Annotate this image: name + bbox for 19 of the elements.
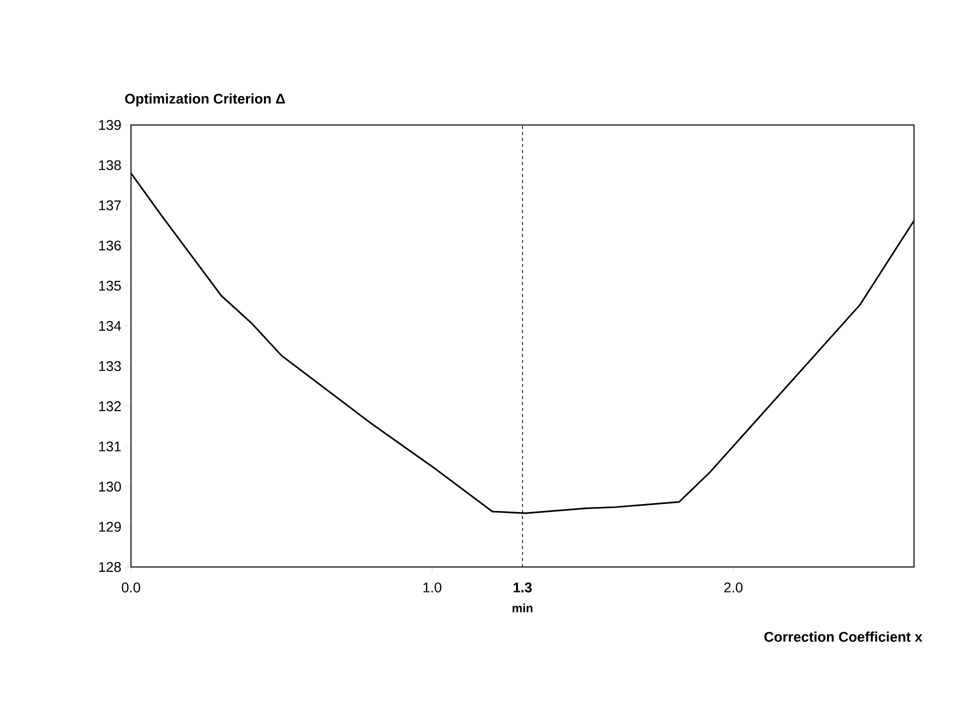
ref-line-label: 1.3	[514, 582, 532, 592]
y-tick-label: 133	[99, 361, 121, 372]
text: min	[512, 604, 532, 612]
y-tick-label: 139	[99, 120, 121, 130]
text: Optimization Criterion Δ	[125, 93, 285, 106]
x-tick-label: 1.0	[423, 582, 442, 592]
y-tick-label: 136	[99, 240, 121, 251]
y-tick-label: 135	[99, 280, 121, 291]
y-tick-label: 130	[99, 482, 121, 492]
text: Correction Coefficient x	[764, 632, 922, 642]
x-tick-label: 2.0	[724, 582, 743, 592]
y-tick-label: 128	[99, 562, 121, 572]
y-tick-label: 132	[99, 401, 121, 412]
y-tick-label: 137	[99, 200, 121, 210]
y-tick-label: 129	[99, 522, 121, 532]
x-tick-label: 0.0	[122, 582, 140, 592]
y-tick-label: 134	[99, 320, 122, 331]
y-tick-label: 131	[99, 441, 121, 452]
y-tick-label: 138	[99, 160, 121, 170]
